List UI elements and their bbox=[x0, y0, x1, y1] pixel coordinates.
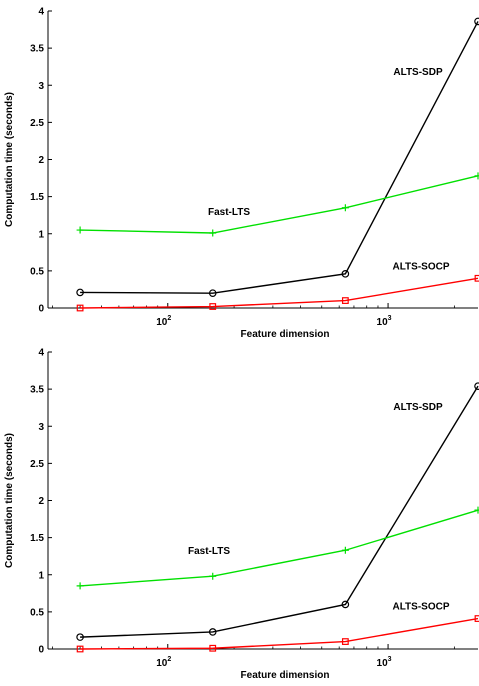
data-point-alts-sdp bbox=[76, 288, 84, 297]
series-line-alts-sdp bbox=[80, 385, 479, 638]
series-annotation-alts-sdp: ALTS-SDP bbox=[393, 402, 443, 413]
chart-panel-bottom: 0 0.5 1 1.5 2 2.5 3 3.5 4 102 103 Feature dimension… bbox=[4, 348, 479, 681]
data-point-alts-socp bbox=[341, 297, 349, 304]
series-annotation-alts-sdp: ALTS-SDP bbox=[393, 67, 443, 78]
data-point-alts-sdp bbox=[474, 382, 479, 390]
y-tick-label: 0.5 bbox=[30, 266, 44, 277]
data-point-fast-lts bbox=[76, 582, 84, 590]
data-point-alts-sdp bbox=[341, 600, 350, 609]
y-tick-label: 2 bbox=[38, 496, 44, 507]
data-point-fast-lts bbox=[341, 546, 349, 554]
data-point-fast-lts bbox=[474, 506, 479, 514]
x-tick-label: 103 bbox=[377, 315, 392, 328]
data-point-alts-socp bbox=[474, 274, 479, 282]
chart-panel-top: 0 0.5 1 1.5 2 2.5 3 3.5 4 102 103 Feature dimension… bbox=[4, 7, 479, 340]
x-axis-label: Feature dimension bbox=[241, 329, 330, 340]
data-point-alts-socp bbox=[209, 303, 217, 310]
x-axis-label: Feature dimension bbox=[241, 670, 330, 681]
data-point-alts-sdp bbox=[474, 17, 479, 26]
y-tick-label: 0.5 bbox=[30, 607, 44, 618]
data-point-alts-socp bbox=[474, 615, 479, 622]
data-point-alts-sdp bbox=[208, 628, 217, 636]
y-tick-label: 3 bbox=[38, 422, 44, 433]
series-line-alts-sdp bbox=[80, 21, 479, 294]
data-point-alts-sdp bbox=[341, 270, 350, 278]
series-line-fast-lts bbox=[80, 509, 479, 587]
series-annotation-fast-lts: Fast-LTS bbox=[208, 207, 250, 218]
data-point-alts-sdp bbox=[76, 633, 84, 641]
y-tick-label: 1.5 bbox=[30, 533, 44, 544]
series-line-fast-lts bbox=[80, 175, 479, 234]
x-tick-label: 103 bbox=[377, 656, 392, 669]
y-tick-label: 4 bbox=[38, 7, 44, 18]
y-tick-label: 1.5 bbox=[30, 192, 44, 203]
y-tick-label: 3.5 bbox=[30, 385, 44, 396]
x-tick-label: 102 bbox=[156, 315, 171, 328]
y-tick-label: 1 bbox=[38, 570, 44, 581]
y-axis-label: Computation time (seconds) bbox=[4, 433, 15, 568]
data-point-fast-lts bbox=[474, 172, 479, 180]
data-point-fast-lts bbox=[209, 572, 217, 580]
y-axis-label: Computation time (seconds) bbox=[4, 92, 15, 227]
data-point-alts-socp bbox=[76, 304, 84, 312]
data-point-alts-sdp bbox=[208, 289, 217, 297]
y-tick-label: 3 bbox=[38, 81, 44, 92]
y-tick-label: 2.5 bbox=[30, 118, 44, 129]
series-annotation-alts-socp: ALTS-SOCP bbox=[392, 602, 449, 613]
data-point-alts-socp bbox=[76, 645, 84, 653]
data-point-alts-socp bbox=[341, 638, 349, 645]
series-annotation-alts-socp: ALTS-SOCP bbox=[392, 261, 449, 272]
series-line-alts-socp bbox=[80, 277, 479, 309]
series-line-alts-socp bbox=[80, 617, 479, 650]
y-tick-label: 0 bbox=[38, 645, 44, 656]
y-tick-label: 2 bbox=[38, 155, 44, 166]
y-tick-label: 4 bbox=[38, 348, 44, 359]
y-tick-label: 1 bbox=[38, 229, 44, 240]
y-tick-label: 0 bbox=[38, 304, 44, 315]
y-tick-label: 3.5 bbox=[30, 44, 44, 55]
series-annotation-fast-lts: Fast-LTS bbox=[188, 546, 230, 557]
y-tick-label: 2.5 bbox=[30, 459, 44, 470]
data-point-fast-lts bbox=[209, 229, 217, 237]
data-point-alts-socp bbox=[209, 644, 217, 652]
data-point-fast-lts bbox=[76, 226, 84, 234]
x-tick-label: 102 bbox=[156, 656, 171, 669]
data-point-fast-lts bbox=[341, 204, 349, 212]
